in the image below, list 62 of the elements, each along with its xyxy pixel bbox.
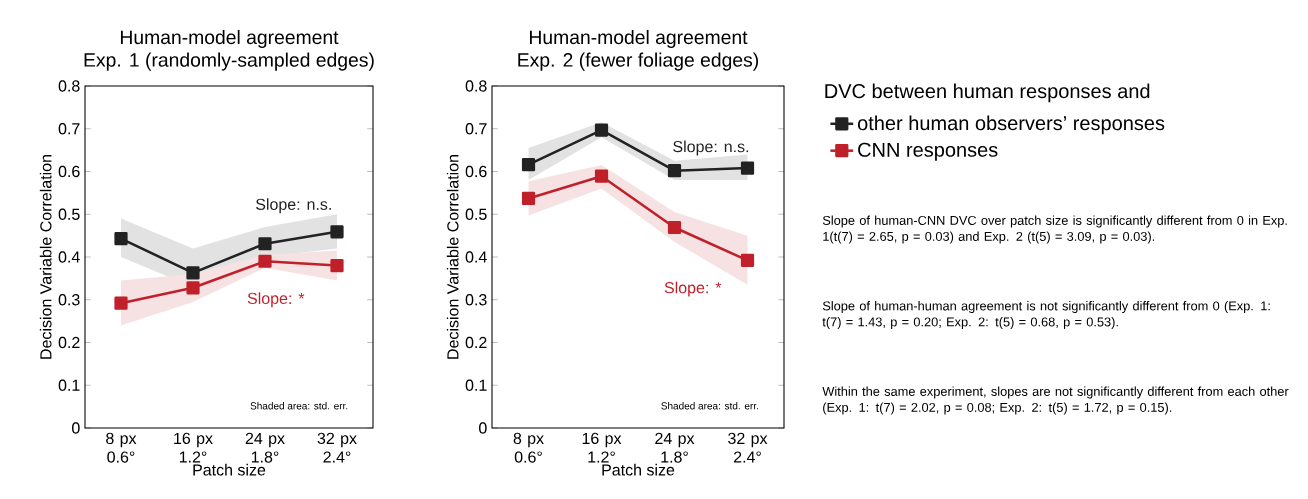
legend-title: DVC between human responses and (825, 83, 1150, 103)
x-tick-label: 8 px 0.6° (513, 432, 544, 463)
x-tick-label: 32 px 2.4° (728, 432, 768, 463)
y-tick-label: 0.1 (465, 379, 487, 391)
point (330, 225, 344, 239)
y-tick-label: 0.6 (465, 165, 487, 178)
y-tick-label: 0.6 (58, 165, 80, 178)
point (740, 253, 755, 268)
y-tick-label: 0.8 (58, 80, 80, 92)
legend-label: other human observers’ responses (857, 115, 1165, 135)
point (521, 191, 536, 206)
chart-title: Human-model agreement (120, 29, 339, 48)
y-tick-label: 0.3 (58, 294, 80, 306)
x-tick-label: 32 px 2.4° (317, 432, 357, 463)
y-axis-title: Decision Variable Correlation (446, 155, 459, 359)
annotation: Slope: n.s. (255, 198, 331, 214)
point (186, 266, 200, 280)
x-tick-label: 24 px 1.8° (245, 432, 285, 463)
chart-subtitle: Exp. 1 (randomly-sampled edges) (84, 52, 374, 71)
x-tick-label: 24 px 1.8° (655, 432, 695, 463)
point (740, 161, 755, 175)
text: Within the same experiment, slopes are not significantly different from each other (Exp. 1: t(7) = 2.02, p = 0.08; Exp. 2: t(5) = 1.72, p = 0.15). (822, 386, 1289, 415)
y-tick-label: 0.4 (58, 251, 80, 263)
x-tick-label: 16 px 1.2° (582, 432, 622, 463)
text: Slope of human-human agreement is not significantly different from 0 (Exp. 1: t(7) = 1.43, p = 0.20; Exp. 2: t(5) = 0.68, p = 0.53). (822, 301, 1270, 329)
y-tick-label: 0.3 (465, 294, 487, 306)
annotation: Shaded area: std. err. (250, 402, 348, 410)
y-tick-label: 0 (479, 422, 487, 434)
y-tick-label: 0.2 (465, 336, 487, 349)
annotation: Slope: n.s. (673, 140, 749, 156)
text: Slope of human-CNN DVC over patch size is significantly different from 0 in Exp. 1(t(7) = 2.65, p = 0.03) and Exp. 2 (t(5) = 3.09, p = 0.03). (822, 215, 1287, 244)
point (521, 158, 536, 172)
y-tick-label: 0.4 (465, 251, 487, 263)
annotation: Slope: * (247, 292, 305, 308)
x-tick-label: 8 px 0.6° (106, 432, 137, 463)
annotation: Slope: * (664, 281, 722, 297)
point (258, 254, 272, 268)
y-tick-label: 0 (72, 422, 80, 434)
x-axis-title: Patch size (193, 463, 266, 476)
point (667, 164, 682, 178)
legend-label: CNN responses (858, 142, 998, 161)
point (667, 220, 682, 235)
y-axis-title: Decision Variable Correlation (39, 155, 52, 359)
chart-title: Human-model agreement (529, 29, 748, 48)
point (594, 169, 609, 183)
y-tick-label: 0.1 (58, 379, 80, 391)
y-tick-label: 0.7 (465, 123, 487, 135)
point (114, 296, 128, 310)
y-tick-label: 0.5 (465, 208, 487, 220)
y-tick-label: 0.8 (465, 80, 487, 92)
x-axis-title: Patch size (602, 463, 675, 476)
point (258, 237, 272, 251)
annotation: Shaded area: std. err. (661, 402, 758, 410)
point (186, 281, 200, 295)
x-tick-label: 16 px 1.2° (174, 432, 213, 463)
y-tick-label: 0.7 (58, 123, 80, 135)
point (330, 258, 344, 273)
point (114, 232, 128, 246)
point (594, 123, 609, 137)
y-tick-label: 0.2 (58, 336, 80, 349)
y-tick-label: 0.5 (58, 208, 80, 220)
chart-subtitle: Exp. 2 (fewer foliage edges) (518, 52, 759, 71)
